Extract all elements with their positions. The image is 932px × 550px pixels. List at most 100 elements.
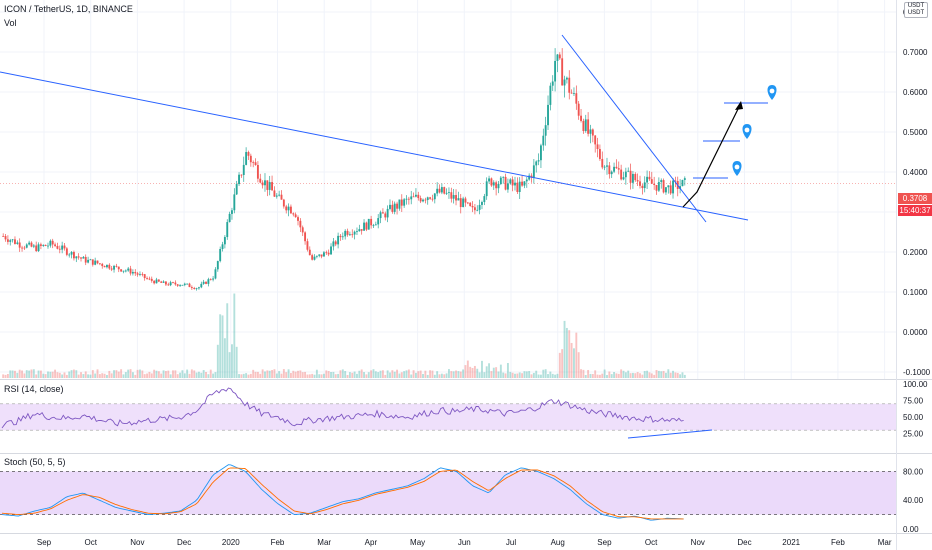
candle-body xyxy=(299,220,302,228)
volume-bar xyxy=(679,374,682,378)
volume-bar xyxy=(155,370,158,378)
candle-body xyxy=(683,178,686,180)
volume-bar xyxy=(124,372,127,378)
volume-bar xyxy=(431,370,434,378)
volume-bar xyxy=(282,369,285,378)
candle-body xyxy=(287,206,290,211)
stoch-label[interactable]: Stoch (50, 5, 5) xyxy=(4,457,66,467)
volume-bar xyxy=(473,365,476,378)
candle-body xyxy=(662,180,665,193)
candle-body xyxy=(344,230,347,237)
price-axis-label: 0.2000 xyxy=(903,248,928,257)
volume-bar xyxy=(117,371,120,378)
price-axis-label: 0.7000 xyxy=(903,48,928,57)
rsi-label[interactable]: RSI (14, close) xyxy=(4,384,64,394)
rsi-pane[interactable]: 100.00 75.00 50.00 25.00 RSI (14, close) xyxy=(0,380,932,453)
volume-bar xyxy=(21,370,23,378)
candle-body xyxy=(492,182,495,186)
volume-bar xyxy=(25,370,28,378)
volume-bar xyxy=(535,370,538,378)
price-axis-label: -0.1000 xyxy=(903,368,931,377)
volume-bar xyxy=(47,371,49,378)
rsi-svg[interactable]: 100.00 75.00 50.00 25.00 xyxy=(0,380,932,453)
candle-body xyxy=(646,176,649,183)
volume-bar xyxy=(547,374,549,378)
candle-body xyxy=(667,185,670,188)
time-axis-label: Oct xyxy=(84,538,97,547)
candle-body xyxy=(410,196,413,200)
candle-body xyxy=(356,231,358,233)
volume-bar xyxy=(596,374,599,378)
candle-body xyxy=(506,183,509,190)
price-chart-svg[interactable]: 0.80000.70000.60000.50000.40000.30000.20… xyxy=(0,0,932,380)
volume-bar xyxy=(455,370,457,378)
candle-body xyxy=(231,210,233,214)
volume-bar xyxy=(103,373,106,378)
candle-body xyxy=(351,234,354,236)
volume-bar xyxy=(164,371,167,378)
volume-bar xyxy=(528,371,531,378)
rsi-axis-label: 100.00 xyxy=(903,380,928,389)
candle-body xyxy=(198,287,200,289)
volume-bar xyxy=(589,373,592,378)
candle-body xyxy=(193,288,196,289)
volume-bar xyxy=(509,371,512,378)
volume-bar xyxy=(212,373,215,378)
candle-body xyxy=(226,222,229,238)
candle-body xyxy=(389,204,391,209)
volume-bar xyxy=(466,360,469,378)
volume-bar xyxy=(160,373,163,378)
candle-body xyxy=(18,242,21,248)
volume-bar xyxy=(634,373,637,378)
candle-body xyxy=(58,248,61,250)
volume-bar xyxy=(403,371,406,378)
volume-bar xyxy=(143,374,146,378)
pane-separator-2[interactable] xyxy=(0,453,932,454)
candle-body xyxy=(160,281,163,283)
volume-bar xyxy=(523,371,526,378)
volume-bar xyxy=(299,370,302,378)
candle-body xyxy=(82,256,85,259)
volume-bar xyxy=(58,372,61,378)
candle-body xyxy=(80,257,82,259)
volume-bar xyxy=(106,374,108,378)
candle-body xyxy=(323,252,325,257)
price-axis-separator[interactable] xyxy=(896,0,897,550)
volume-bar xyxy=(481,360,483,378)
candle-body xyxy=(141,273,144,275)
symbol-title[interactable]: ICON / TetherUS, 1D, BINANCE xyxy=(4,4,133,14)
candle-body xyxy=(631,173,634,183)
time-axis-label: Feb xyxy=(271,538,285,547)
candle-body xyxy=(91,259,94,265)
price-chart-pane[interactable]: 0.80000.70000.60000.50000.40000.30000.20… xyxy=(0,0,932,380)
volume-bar xyxy=(471,367,474,378)
candle-body xyxy=(561,58,564,86)
candle-body xyxy=(514,182,516,186)
candle-body xyxy=(101,263,104,267)
candle-body xyxy=(167,284,170,286)
rsi-axis-label: 25.00 xyxy=(903,430,924,439)
volume-bar xyxy=(91,370,94,378)
candle-body xyxy=(346,230,349,235)
candle-body xyxy=(403,199,406,206)
candle-body xyxy=(202,281,205,284)
currency-selector[interactable]: USDT USDT xyxy=(904,2,928,18)
projection-arrowhead xyxy=(735,101,743,110)
candle-body xyxy=(497,184,500,189)
candle-body xyxy=(542,135,545,146)
candle-body xyxy=(384,213,387,218)
stoch-svg[interactable]: 80.00 40.00 0.00 xyxy=(0,453,932,533)
volume-bar xyxy=(264,371,266,378)
candle-body xyxy=(216,261,219,270)
candle-body xyxy=(311,255,314,260)
volume-bar xyxy=(235,346,238,378)
time-axis-label: 2020 xyxy=(222,538,240,547)
pane-separator-1[interactable] xyxy=(0,379,932,380)
stoch-pane[interactable]: 80.00 40.00 0.00 Stoch (50, 5, 5) xyxy=(0,453,932,533)
candle-body xyxy=(396,203,399,209)
candle-body xyxy=(657,182,660,191)
candle-body xyxy=(94,260,97,265)
stoch-axis-label: 80.00 xyxy=(903,467,924,476)
time-axis[interactable]: Sep Oct Nov Dec 2020 Feb Mar Apr May Jun Jul Aug Sep… xyxy=(0,533,932,550)
candle-body xyxy=(481,202,483,205)
